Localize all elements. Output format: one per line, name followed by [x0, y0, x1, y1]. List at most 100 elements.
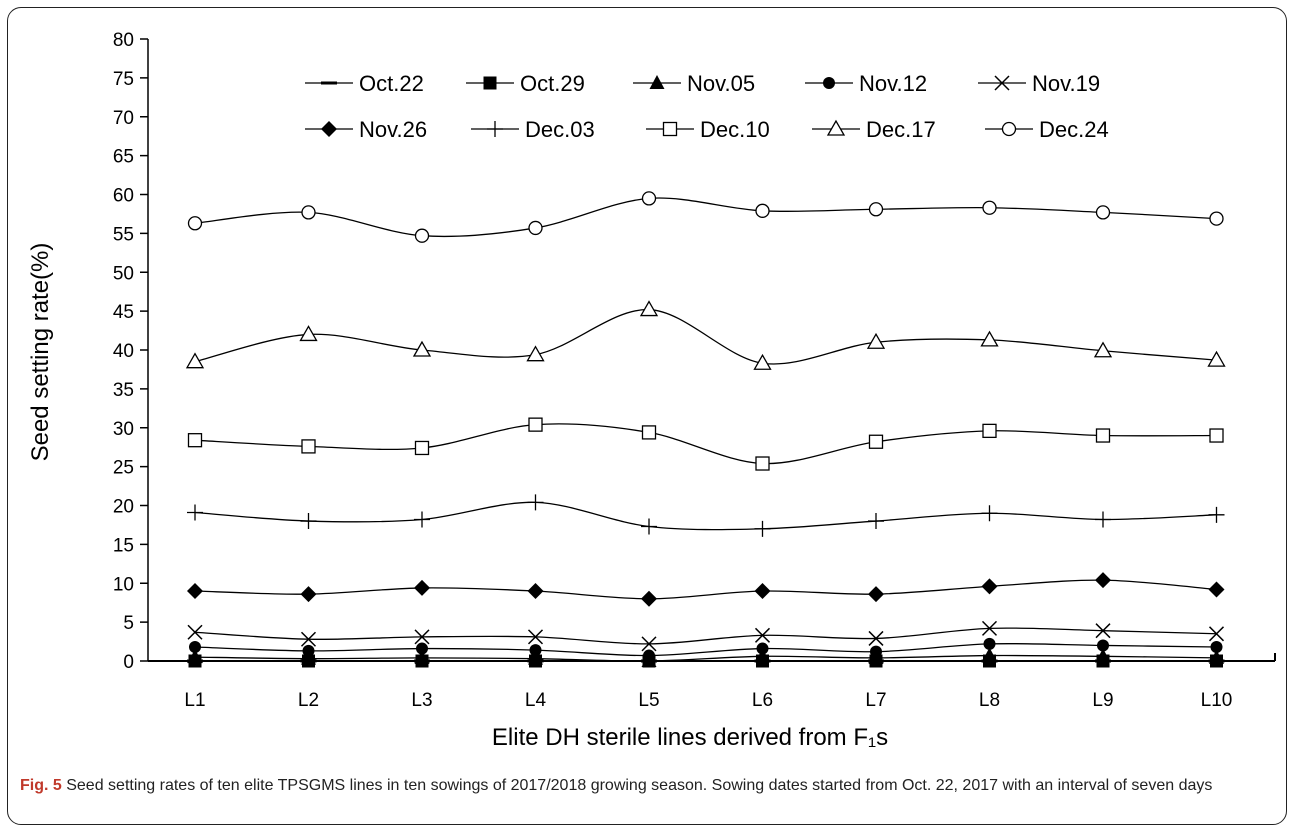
y-tick-label: 50 — [113, 263, 134, 284]
data-point — [1095, 511, 1111, 528]
series-line — [194, 423, 1217, 465]
data-point — [414, 629, 430, 645]
legend-marker — [649, 75, 665, 89]
data-point — [754, 520, 771, 537]
data-point — [868, 434, 884, 449]
legend-item: Dec.03 — [471, 117, 595, 142]
x-tick-label: L5 — [638, 690, 659, 711]
legend-marker — [483, 76, 497, 90]
data-point — [755, 648, 770, 663]
data-point — [187, 504, 203, 521]
legend-item: Oct.29 — [466, 71, 585, 96]
data-point — [187, 583, 203, 600]
data-point — [868, 202, 884, 217]
legend-label: Nov.05 — [687, 71, 755, 96]
legend-item: Dec.24 — [985, 117, 1109, 142]
y-tick-label: 20 — [113, 497, 134, 518]
data-point — [868, 586, 884, 603]
x-tick-label: L7 — [865, 690, 886, 711]
data-point — [868, 513, 884, 530]
y-tick-label: 25 — [113, 458, 134, 479]
data-point — [981, 620, 998, 636]
data-point — [866, 332, 886, 349]
series-line — [194, 501, 1217, 531]
data-point — [300, 586, 317, 603]
y-tick-label: 60 — [113, 186, 134, 207]
data-point — [755, 203, 770, 218]
legend-item: Dec.17 — [812, 117, 936, 142]
data-point — [1208, 626, 1225, 642]
legend-item: Oct.22 — [305, 71, 424, 96]
x-tick-label: L6 — [752, 690, 773, 711]
y-tick-label: 10 — [113, 574, 134, 595]
data-point — [754, 627, 771, 643]
data-point — [187, 216, 203, 231]
data-point — [641, 636, 657, 652]
legend-label: Dec.24 — [1039, 117, 1109, 142]
series-line — [194, 654, 1217, 662]
data-point — [528, 650, 543, 665]
x-tick-label: L4 — [525, 690, 547, 711]
x-tick-label: L9 — [1092, 690, 1113, 711]
data-point — [301, 439, 316, 454]
series-line — [194, 579, 1217, 600]
y-tick-label: 65 — [113, 147, 134, 168]
data-point — [641, 518, 657, 535]
y-tick-label: 55 — [113, 224, 134, 245]
data-point — [1093, 341, 1113, 358]
data-point — [1207, 350, 1226, 367]
legend-marker — [487, 121, 503, 137]
series-layer — [185, 191, 1226, 668]
data-point — [1095, 572, 1111, 589]
data-point — [981, 505, 998, 522]
data-point — [755, 456, 770, 471]
data-point — [1210, 641, 1223, 654]
legend-item: Dec.10 — [646, 117, 770, 142]
data-point — [754, 583, 771, 600]
data-point — [526, 345, 545, 362]
legend-item: Nov.19 — [978, 71, 1100, 96]
data-point — [982, 200, 997, 215]
data-point — [639, 300, 659, 317]
data-point — [302, 644, 315, 657]
legend-marker — [662, 121, 678, 137]
data-point — [299, 325, 318, 342]
legend-label: Dec.17 — [866, 117, 936, 142]
legend-item: Nov.12 — [805, 71, 927, 96]
data-point — [982, 423, 997, 439]
data-point — [641, 191, 657, 206]
legend-marker — [823, 77, 835, 89]
x-tick-label: L2 — [298, 690, 319, 711]
series-dec-24 — [187, 191, 1224, 243]
series-line — [194, 627, 1217, 645]
data-point — [527, 583, 544, 600]
data-point — [641, 425, 657, 440]
data-point — [187, 649, 203, 664]
legend-label: Nov.12 — [859, 71, 927, 96]
legend-label: Nov.19 — [1032, 71, 1100, 96]
data-point — [982, 647, 997, 662]
y-tick-label: 35 — [113, 380, 134, 401]
series-line — [194, 642, 1217, 657]
data-point — [753, 353, 772, 370]
legend-marker — [1001, 121, 1017, 137]
data-point — [187, 433, 203, 448]
data-point — [300, 631, 317, 647]
data-point — [1209, 211, 1224, 226]
x-axis-title: Elite DH sterile lines derived from F₁s — [492, 724, 888, 751]
data-point — [414, 440, 430, 456]
y-tick-label: 0 — [123, 652, 134, 673]
data-point — [643, 649, 655, 662]
data-point — [414, 228, 430, 243]
legend-marker — [994, 75, 1010, 91]
legend-label: Dec.03 — [525, 117, 595, 142]
data-point — [414, 649, 430, 664]
legend-label: Nov.26 — [359, 117, 427, 142]
series-nov-26 — [187, 572, 1225, 607]
series-line — [194, 308, 1217, 365]
data-point — [1208, 581, 1225, 598]
data-point — [1209, 649, 1224, 664]
series-dec-17 — [185, 300, 1226, 370]
data-point — [300, 513, 317, 530]
data-point — [980, 330, 999, 347]
